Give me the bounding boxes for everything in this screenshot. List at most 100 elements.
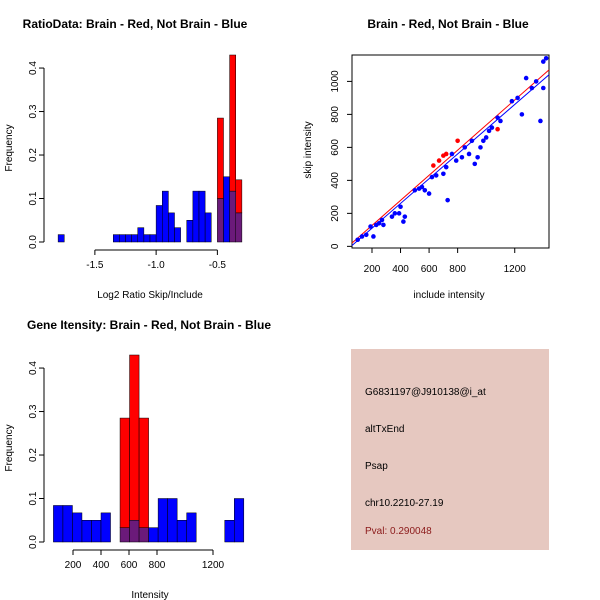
scatter-point-not-brain bbox=[392, 211, 398, 216]
intensity-y-tick-label: 0.1 bbox=[28, 491, 39, 505]
ratio-bar-not-brain bbox=[137, 227, 145, 243]
scatter-point-not-brain bbox=[523, 75, 529, 81]
ratio-histogram-xlabel: Log2 Ratio Skip/Include bbox=[97, 290, 203, 301]
scatter-point-not-brain bbox=[396, 211, 402, 216]
pval-text: Pval: 0.290048 bbox=[365, 526, 432, 537]
info-panel: G6831197@J910138@i_at altTxEnd Psap chr1… bbox=[351, 349, 549, 550]
scatter-plot-frame bbox=[351, 54, 550, 249]
ratio-bar-not-brain bbox=[149, 234, 157, 243]
ratio-bar-not-brain bbox=[168, 212, 175, 243]
intensity-bar-brain bbox=[129, 354, 140, 521]
scatter-point-brain bbox=[495, 126, 500, 132]
scatter-point-not-brain bbox=[529, 85, 535, 91]
ratio-bar-brain bbox=[235, 179, 243, 214]
scatter-point-not-brain bbox=[486, 128, 492, 134]
scatter-point-not-brain bbox=[433, 173, 439, 178]
ratio-y-tick-label: 0.0 bbox=[28, 235, 39, 249]
probe-id-text: G6831197@J910138@i_at bbox=[365, 387, 486, 398]
scatter-point-brain bbox=[436, 158, 442, 163]
scatter-fit-line-brain bbox=[351, 69, 550, 244]
event-type-text: altTxEnd bbox=[365, 424, 405, 435]
intensity-bar-not-brain bbox=[234, 498, 245, 543]
scatter-point-not-brain bbox=[483, 135, 489, 140]
ratio-bar-not-brain bbox=[113, 234, 120, 243]
scatter-point-not-brain bbox=[429, 174, 435, 180]
scatter-fit-line-not-brain bbox=[351, 74, 550, 246]
scatter-point-not-brain bbox=[402, 214, 408, 219]
intensity-x-tick-label: 1200 bbox=[202, 560, 225, 571]
intensity-histogram-xlabel: Intensity bbox=[131, 590, 168, 600]
scatter-point-not-brain bbox=[472, 161, 478, 167]
intensity-bar-overlap bbox=[129, 520, 140, 543]
scatter-point-not-brain bbox=[478, 145, 483, 150]
scatter-point-not-brain bbox=[363, 232, 369, 238]
scatter-point-not-brain bbox=[441, 171, 446, 177]
scatter-point-not-brain bbox=[495, 115, 500, 120]
scatter-point-not-brain bbox=[426, 191, 432, 196]
scatter-point-not-brain bbox=[498, 118, 503, 124]
scatter-title: Brain - Red, Not Brain - Blue bbox=[367, 17, 529, 31]
scatter-point-not-brain bbox=[538, 118, 543, 124]
scatter-point-not-brain bbox=[379, 217, 385, 223]
ratio-histogram-panel: RatioData: Brain - Red, Not Brain - Blue… bbox=[4, 17, 248, 301]
scatter-point-not-brain bbox=[449, 151, 455, 157]
scatter-point-not-brain bbox=[359, 234, 365, 239]
ratio-y-tick-label: 0.4 bbox=[28, 61, 39, 75]
scatter-point-not-brain bbox=[376, 220, 382, 226]
location-text: chr10.2210-27.19 bbox=[365, 498, 444, 509]
scatter-point-not-brain bbox=[443, 164, 449, 170]
intensity-x-tick-label: 800 bbox=[149, 560, 166, 571]
ratio-bar-not-brain bbox=[192, 190, 200, 243]
ratio-x-tick-label: -1.0 bbox=[148, 260, 166, 271]
intensity-bar-not-brain bbox=[148, 527, 159, 543]
intensity-bar-not-brain bbox=[91, 520, 102, 543]
ratio-bar-not-brain bbox=[204, 212, 212, 243]
intensity-histogram-panel: Gene Itensity: Brain - Red, Not Brain - … bbox=[4, 318, 271, 600]
scatter-point-not-brain bbox=[540, 59, 546, 64]
scatter-point-not-brain bbox=[368, 224, 373, 229]
ratio-bar-not-brain bbox=[162, 190, 169, 243]
scatter-y-tick-label: 1000 bbox=[330, 70, 341, 93]
gene-name-text: Psap bbox=[365, 461, 388, 472]
ratio-bar-not-brain bbox=[57, 234, 65, 243]
intensity-y-tick-label: 0.2 bbox=[28, 448, 39, 462]
intensity-bar-not-brain bbox=[62, 505, 73, 543]
intensity-x-tick-label: 200 bbox=[65, 560, 82, 571]
scatter-point-not-brain bbox=[481, 138, 486, 144]
intensity-y-tick-label: 0.3 bbox=[28, 404, 39, 418]
intensity-bar-not-brain bbox=[167, 498, 178, 543]
scatter-x-tick-label: 200 bbox=[364, 264, 381, 275]
ratio-bar-brain bbox=[217, 117, 224, 199]
scatter-point-not-brain bbox=[453, 158, 459, 163]
scatter-point-not-brain bbox=[371, 234, 376, 239]
ratio-bar-not-brain bbox=[174, 227, 181, 243]
ratio-histogram-title: RatioData: Brain - Red, Not Brain - Blue bbox=[23, 17, 248, 31]
intensity-bar-not-brain bbox=[100, 512, 111, 543]
scatter-point-not-brain bbox=[519, 112, 525, 117]
ratio-histogram-ylabel: Frequency bbox=[4, 124, 15, 171]
scatter-point-not-brain bbox=[540, 85, 546, 91]
ratio-y-tick-label: 0.2 bbox=[28, 148, 39, 162]
ratio-bar-not-brain bbox=[155, 205, 163, 243]
intensity-x-tick-label: 400 bbox=[93, 560, 110, 571]
scatter-x-tick-label: 400 bbox=[392, 264, 409, 275]
ratio-x-tick-label: -1.5 bbox=[86, 260, 104, 271]
scatter-x-tick-label: 600 bbox=[421, 264, 438, 275]
intensity-bar-not-brain bbox=[53, 505, 64, 543]
intensity-bar-not-brain bbox=[186, 512, 197, 543]
scatter-point-not-brain bbox=[466, 151, 472, 157]
scatter-point-brain bbox=[431, 163, 436, 168]
ratio-bar-not-brain bbox=[125, 234, 132, 243]
intensity-y-tick-label: 0.4 bbox=[28, 361, 39, 375]
scatter-x-tick-label: 800 bbox=[449, 264, 466, 275]
ratio-y-tick-label: 0.3 bbox=[28, 104, 39, 118]
scatter-point-not-brain bbox=[533, 79, 539, 84]
intensity-bar-not-brain bbox=[81, 520, 92, 543]
intensity-bar-not-brain bbox=[72, 512, 83, 543]
scatter-x-tick-label: 1200 bbox=[504, 264, 527, 275]
ratio-x-tick-label: -0.5 bbox=[209, 260, 227, 271]
intensity-histogram-title: Gene Itensity: Brain - Red, Not Brain - … bbox=[27, 318, 271, 332]
ratio-bar-brain bbox=[229, 54, 236, 192]
ratio-bar-overlap bbox=[235, 212, 243, 243]
